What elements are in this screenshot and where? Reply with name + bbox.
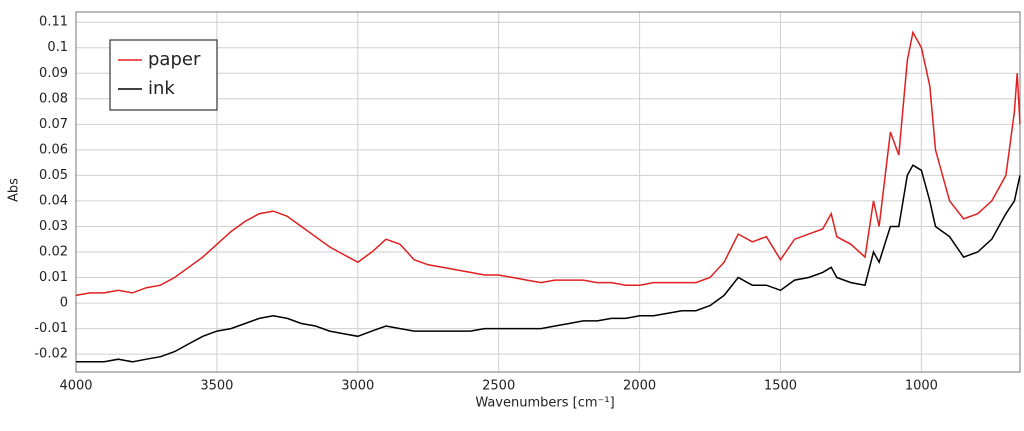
y-tick-label: 0.08 — [39, 91, 68, 106]
y-axis-label: Abs — [7, 178, 22, 202]
y-tick-label: 0.03 — [39, 219, 68, 234]
x-axis-label: Wavenumbers [cm⁻¹] — [475, 396, 614, 411]
x-tick-label: 2000 — [623, 379, 656, 394]
y-tick-label: -0.02 — [34, 347, 68, 362]
x-tick-label: 3000 — [341, 379, 374, 394]
x-tick-label: 2500 — [482, 379, 515, 394]
y-tick-label: 0.1 — [47, 40, 68, 55]
x-tick-label: 3500 — [200, 379, 233, 394]
x-tick-label: 1500 — [764, 379, 797, 394]
y-tick-label: 0.02 — [39, 245, 68, 260]
y-tick-label: 0 — [60, 296, 68, 311]
plot-frame — [75, 11, 1021, 373]
legend-box — [109, 39, 218, 111]
series-line — [76, 164, 1021, 363]
series-line — [75, 30, 1021, 297]
x-tick-label: 4000 — [59, 379, 92, 394]
y-tick-label: 0.06 — [39, 142, 68, 157]
y-tick-label: 0.04 — [39, 193, 68, 208]
legend-label: paper — [148, 49, 201, 70]
y-tick-label: 0.11 — [39, 15, 68, 30]
x-tick-label: 1000 — [905, 379, 938, 394]
y-tick-label: 0.01 — [39, 270, 68, 285]
legend-label: ink — [148, 78, 175, 99]
y-tick-label: -0.01 — [34, 321, 68, 336]
y-tick-label: 0.09 — [39, 66, 68, 81]
y-tick-label: 0.05 — [39, 168, 68, 183]
y-tick-label: 0.07 — [39, 117, 68, 132]
